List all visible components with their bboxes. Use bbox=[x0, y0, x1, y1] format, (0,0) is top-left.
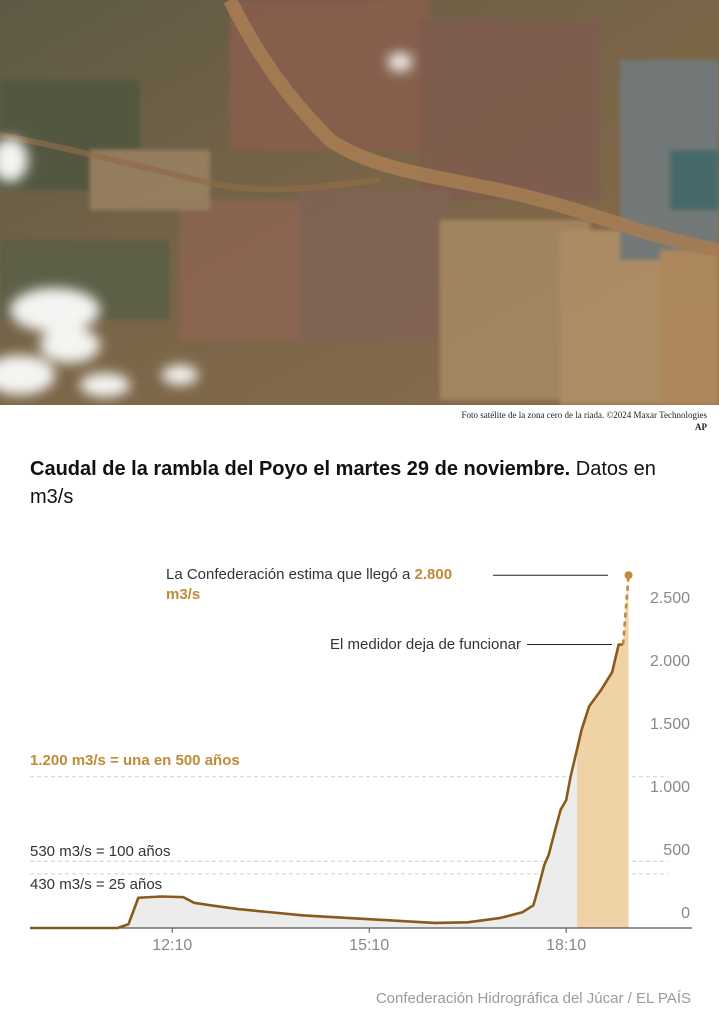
x-tick-label: 18:10 bbox=[546, 937, 586, 954]
data-line bbox=[30, 643, 624, 930]
y-tick-label: 500 bbox=[663, 842, 690, 859]
y-tick-label: 2.000 bbox=[650, 653, 690, 670]
x-tick-label: 15:10 bbox=[349, 937, 389, 954]
chart-subtitle: Datos en m3/s bbox=[30, 458, 656, 508]
reference-label: 530 m3/s = 100 años bbox=[30, 843, 171, 860]
area-fill bbox=[30, 575, 629, 928]
photo-credit: AP bbox=[695, 422, 707, 432]
chart-heading: Caudal de la rambla del Poyo el martes 2… bbox=[30, 455, 690, 511]
reference-label: 430 m3/s = 25 años bbox=[30, 876, 162, 893]
data-line bbox=[621, 575, 630, 645]
source: Confederación Hidrográfica del Júcar / E… bbox=[375, 990, 691, 1007]
chart-title: Caudal de la rambla del Poyo el martes 2… bbox=[30, 458, 571, 480]
annotation-highlight: 2.800 m3/s bbox=[166, 566, 453, 604]
y-tick-label: 0 bbox=[681, 905, 690, 922]
y-tick-label: 1.000 bbox=[650, 779, 690, 796]
x-tick-label: 12:10 bbox=[152, 937, 192, 954]
reference-label: 1.200 m3/s = una en 500 años bbox=[30, 752, 240, 769]
satellite-photo bbox=[0, 0, 719, 405]
end-point bbox=[624, 571, 633, 580]
annotation: El medidor deja de funcionar bbox=[166, 635, 521, 655]
annotation-text: El medidor deja de funcionar bbox=[330, 635, 521, 653]
annotation-text: La Confederación estima que llegó a bbox=[166, 566, 411, 584]
annotation: La Confederación estima que llegó a 2.80… bbox=[166, 565, 488, 605]
y-tick-label: 1.500 bbox=[650, 716, 690, 733]
highlight-band bbox=[577, 575, 629, 928]
photo-caption: Foto satélite de la zona cero de la riad… bbox=[461, 410, 707, 420]
y-tick-label: 2.500 bbox=[650, 590, 690, 607]
